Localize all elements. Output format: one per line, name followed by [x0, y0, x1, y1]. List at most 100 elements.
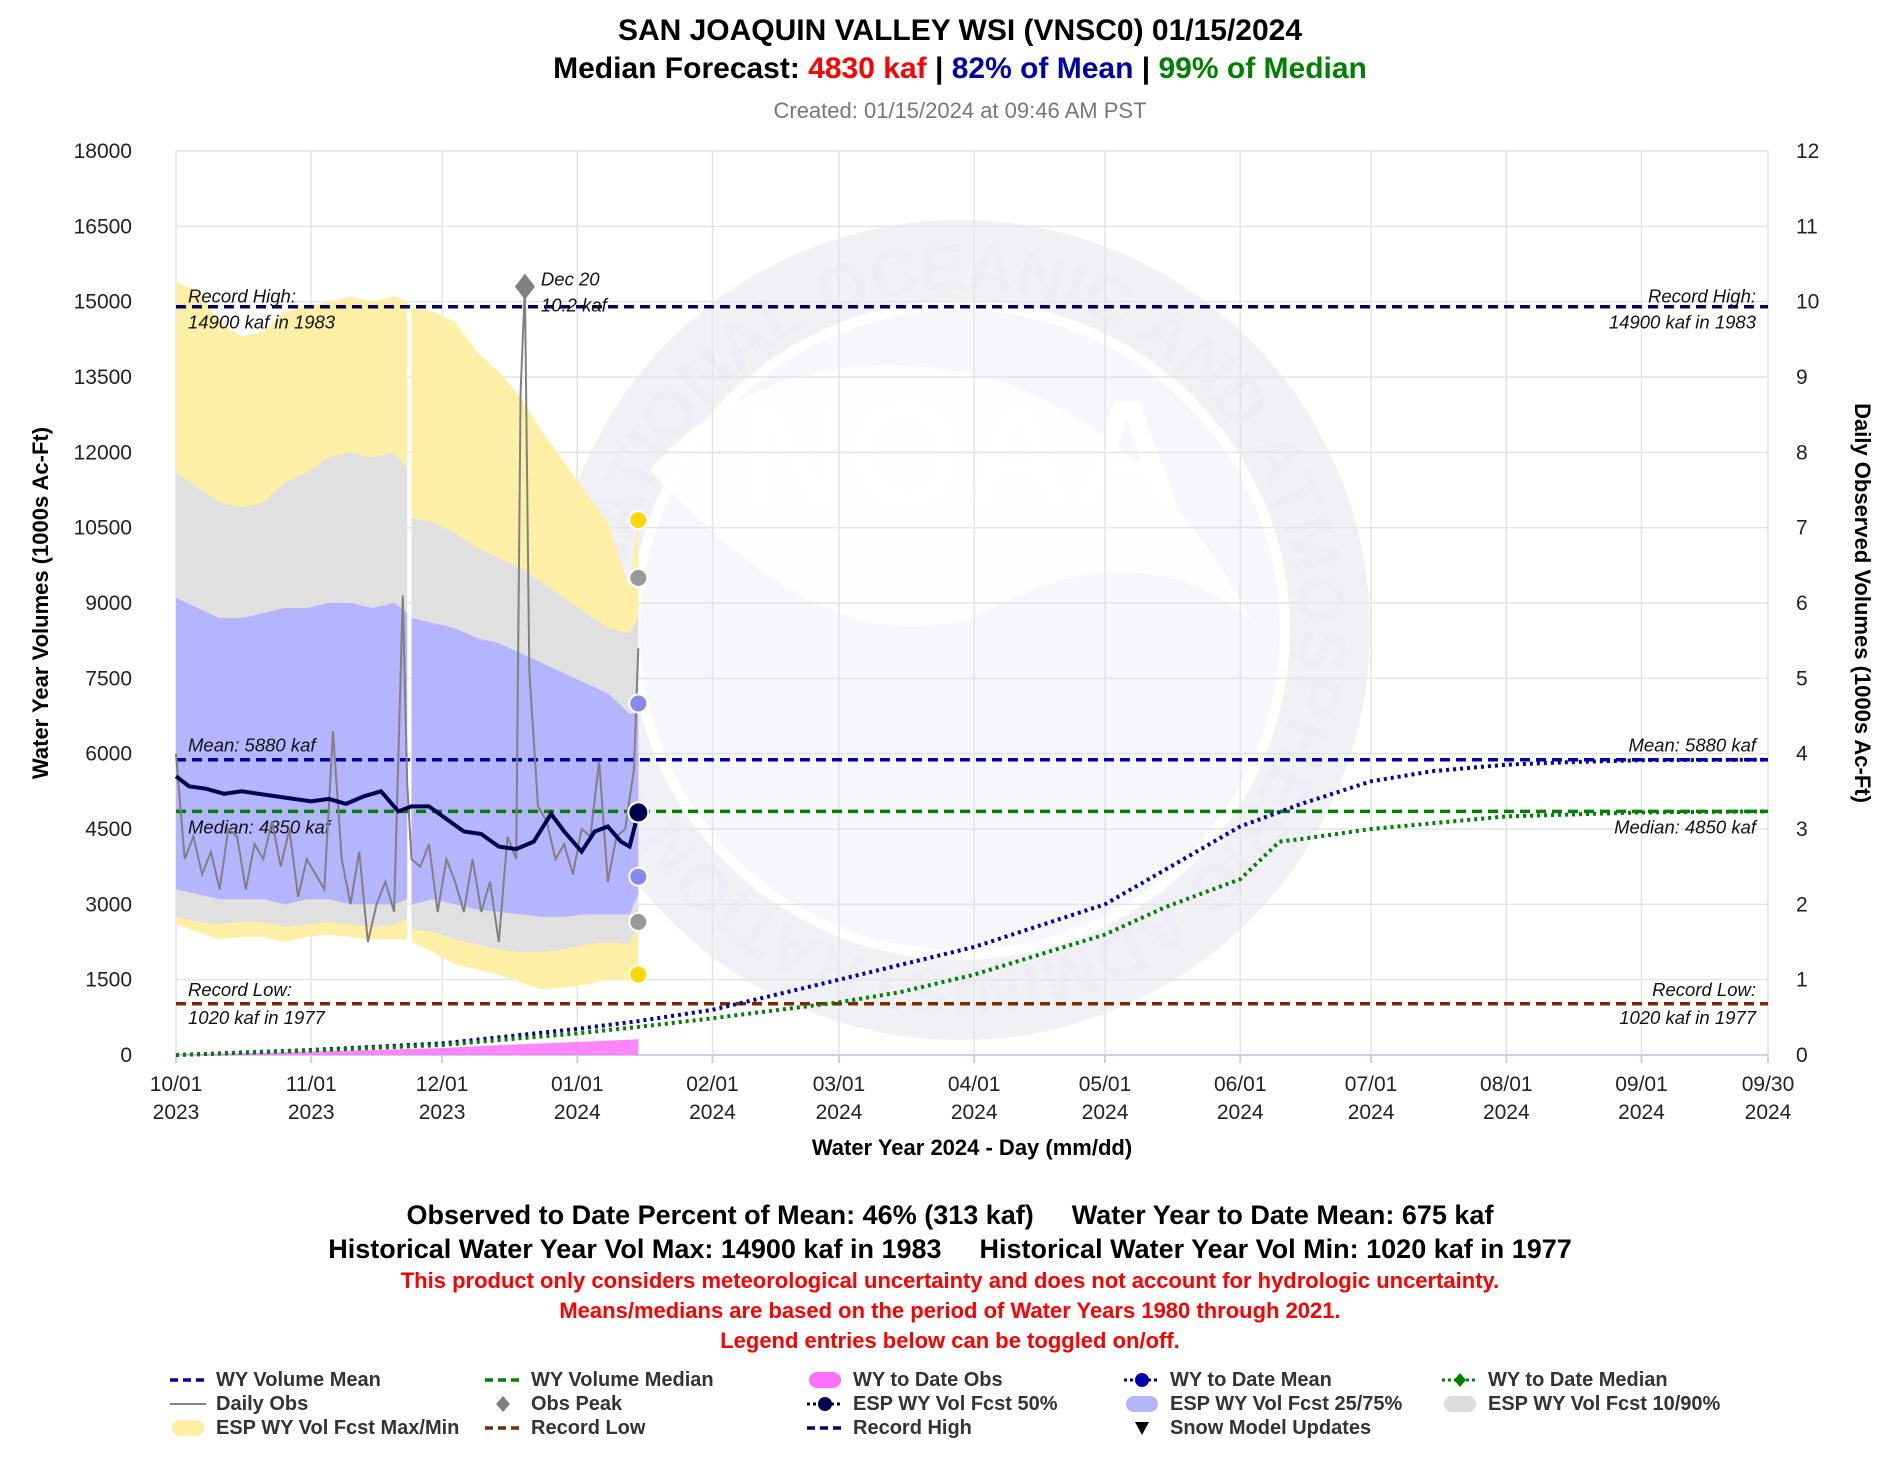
- dashed-line-icon: [805, 1418, 845, 1438]
- y-left-tick-label: 16500: [74, 215, 132, 238]
- record-low-value-label: 1020 kaf in 1977: [188, 1007, 326, 1028]
- forecast-marker: [628, 693, 649, 714]
- dotted-diamond-icon: [1440, 1370, 1480, 1390]
- area-swatch-icon: [168, 1418, 208, 1438]
- legend-item-record_low[interactable]: Record Low: [483, 1416, 645, 1440]
- dotted-circle-icon: [1122, 1370, 1162, 1390]
- x-tick-label: 09/01: [1615, 1073, 1668, 1096]
- legend-label: Obs Peak: [531, 1392, 623, 1415]
- legend-label: ESP WY Vol Fcst 50%: [853, 1392, 1058, 1415]
- legend-item-daily_obs[interactable]: Daily Obs: [168, 1392, 308, 1416]
- watermark-disc: [640, 310, 1280, 950]
- y-left-tick-label: 18000: [74, 140, 132, 163]
- y-right-tick-label: 6: [1796, 592, 1808, 615]
- x-tick-label: 01/01: [551, 1073, 604, 1096]
- y-left-tick-label: 0: [120, 1044, 132, 1067]
- y-right-tick-label: 5: [1796, 667, 1808, 690]
- legend-item-esp1090[interactable]: ESP WY Vol Fcst 10/90%: [1440, 1392, 1720, 1416]
- record-low-label: Record Low:: [188, 979, 292, 1000]
- esp50-line: [174, 774, 641, 855]
- area-swatch-icon: [805, 1370, 845, 1390]
- legend-item-espmaxmin[interactable]: ESP WY Vol Fcst Max/Min: [168, 1416, 459, 1440]
- forecast-marker: [628, 911, 649, 932]
- y-right-tick-label: 0: [1796, 1044, 1808, 1067]
- record-low-label-right: Record Low:: [1652, 979, 1756, 1000]
- x-tick-year: 2024: [1217, 1101, 1264, 1124]
- record-high-value-label: 14900 kaf in 1983: [188, 312, 336, 333]
- x-tick-label: 10/01: [150, 1073, 203, 1096]
- x-tick-year: 2024: [816, 1101, 863, 1124]
- chart-title: SAN JOAQUIN VALLEY WSI (VNSC0) 01/15/202…: [618, 14, 1302, 47]
- legend-item-wy_median[interactable]: WY Volume Median: [483, 1368, 714, 1392]
- x-tick-year: 2024: [1483, 1101, 1530, 1124]
- esp-25-75-band: [411, 618, 639, 917]
- y-left-tick-label: 12000: [74, 441, 132, 464]
- x-tick-label: 02/01: [686, 1073, 739, 1096]
- y-left-tick-label: 10500: [74, 517, 132, 540]
- median-label-right: Median: 4850 kaf: [1614, 816, 1758, 837]
- x-tick-label: 04/01: [948, 1073, 1001, 1096]
- obs-peak-value-label: 10.2 kaf: [541, 295, 609, 316]
- watermark-bird: [650, 365, 1250, 627]
- subtitle-sep-2: |: [1133, 52, 1158, 85]
- y-right-tick-label: 9: [1796, 366, 1808, 389]
- y-right-tick-label: 12: [1796, 140, 1819, 163]
- dashed-line-icon: [168, 1370, 208, 1390]
- forecast-marker: [628, 866, 649, 887]
- dashed-line-icon: [483, 1370, 523, 1390]
- x-tick-label: 03/01: [813, 1073, 866, 1096]
- subtitle-sep-1: |: [927, 52, 952, 85]
- legend-item-wy_mean[interactable]: WY Volume Mean: [168, 1368, 381, 1392]
- x-tick-label: 06/01: [1214, 1073, 1267, 1096]
- wytd-mean: Water Year to Date Mean: 675 kaf: [1071, 1200, 1494, 1230]
- y-left-tick-label: 3000: [85, 893, 132, 916]
- observed-pct-of-mean: Observed to Date Percent of Mean: 46% (3…: [406, 1200, 1034, 1230]
- percent-of-mean: 82% of Mean: [952, 52, 1134, 85]
- obs-peak-marker: [514, 273, 535, 300]
- forecast-marker: [628, 567, 649, 588]
- legend-item-obs_peak[interactable]: Obs Peak: [483, 1392, 622, 1416]
- x-tick-label: 11/01: [286, 1073, 337, 1096]
- wy-to-date-mean-line: [175, 757, 1769, 1057]
- y-left-tick-label: 15000: [74, 291, 132, 314]
- y-right-tick-label: 7: [1796, 517, 1808, 540]
- chart: SAN JOAQUIN VALLEY WSI (VNSC0) 01/15/202…: [0, 0, 1875, 1160]
- x-tick-label: 09/30: [1742, 1073, 1795, 1096]
- forecast-marker: [627, 801, 650, 824]
- area-swatch-icon: [1122, 1394, 1162, 1414]
- subtitle-prefix: Median Forecast:: [553, 52, 808, 85]
- x-axis-label: Water Year 2024 - Day (mm/dd): [812, 1135, 1132, 1160]
- solid-line-icon: [168, 1394, 208, 1414]
- stats-line-1: Observed to Date Percent of Mean: 46% (3…: [0, 1198, 1900, 1232]
- legend-label: WY Volume Mean: [216, 1368, 381, 1391]
- legend-item-snow_updates[interactable]: Snow Model Updates: [1122, 1416, 1371, 1440]
- legend-item-wytd_obs[interactable]: WY to Date Obs: [805, 1368, 1003, 1392]
- legend-item-wytd_median[interactable]: WY to Date Median: [1440, 1368, 1668, 1392]
- x-tick-label: 05/01: [1079, 1073, 1132, 1096]
- legend-label: WY Volume Median: [531, 1368, 714, 1391]
- x-tick-label: 07/01: [1345, 1073, 1398, 1096]
- mean-label: Mean: 5880 kaf: [188, 735, 317, 756]
- legend-item-esp50[interactable]: ESP WY Vol Fcst 50%: [805, 1392, 1058, 1416]
- record-high-value-label-right: 14900 kaf in 1983: [1609, 312, 1757, 333]
- dotted-circle-icon: [805, 1394, 845, 1414]
- area-swatch-icon: [1440, 1394, 1480, 1414]
- mean-label-right: Mean: 5880 kaf: [1628, 735, 1757, 756]
- legend-label: Record High: [853, 1416, 972, 1439]
- y-left-tick-label: 7500: [85, 667, 132, 690]
- historical-min: Historical Water Year Vol Min: 1020 kaf …: [979, 1234, 1572, 1264]
- legend-item-esp2575[interactable]: ESP WY Vol Fcst 25/75%: [1122, 1392, 1402, 1416]
- legend-item-record_high[interactable]: Record High: [805, 1416, 972, 1440]
- wy-to-date-median-line: [175, 809, 1769, 1057]
- plot-area: 0150030004500600075009000105001200013500…: [28, 140, 1875, 1160]
- triangle-down-icon: [1122, 1418, 1162, 1438]
- y-left-tick-label: 6000: [85, 743, 132, 766]
- legend-label: WY to Date Median: [1488, 1368, 1668, 1391]
- esp-25-75-band: [176, 597, 408, 905]
- x-tick-year: 2024: [1348, 1101, 1395, 1124]
- legend-label: Snow Model Updates: [1170, 1416, 1372, 1439]
- chart-subtitle: Median Forecast: 4830 kaf | 82% of Mean …: [553, 52, 1367, 85]
- uncertainty-warning: This product only considers meteorologic…: [400, 1268, 1500, 1293]
- forecast-marker: [628, 964, 649, 985]
- legend-item-wytd_mean[interactable]: WY to Date Mean: [1122, 1368, 1332, 1392]
